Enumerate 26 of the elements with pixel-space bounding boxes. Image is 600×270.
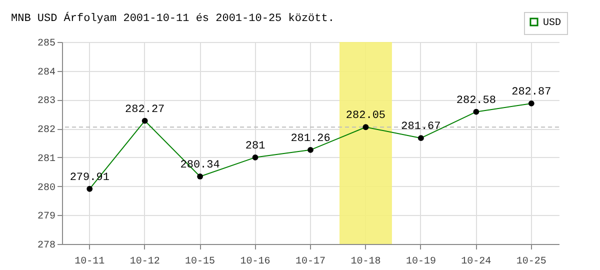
x-tick-label: 10-11 — [74, 256, 105, 268]
x-tick-label: 10-24 — [461, 256, 492, 268]
y-tick-label: 285 — [37, 38, 56, 50]
x-tick-label: 10-16 — [240, 256, 270, 268]
y-tick-label: 279 — [37, 212, 56, 223]
data-label: 282.58 — [456, 94, 496, 107]
y-tick-label: 281 — [37, 154, 56, 165]
x-tick-label: 10-19 — [406, 256, 436, 268]
y-tick-label: 280 — [37, 182, 56, 194]
x-tick-label: 10-18 — [350, 256, 381, 268]
data-label: 281.26 — [290, 132, 330, 145]
data-label: 281 — [245, 140, 266, 152]
data-label: 282.87 — [512, 86, 552, 98]
data-label: 282.05 — [346, 110, 386, 122]
data-label: 281.67 — [401, 121, 441, 134]
data-label: 282.27 — [125, 104, 165, 116]
y-tick-label: 284 — [37, 67, 56, 78]
x-tick-label: 10-17 — [295, 256, 326, 268]
y-tick-label: 283 — [37, 96, 56, 108]
x-tick-label: 10-12 — [130, 256, 160, 268]
x-tick-label: 10-15 — [185, 256, 216, 268]
x-tick-label: 10-25 — [516, 256, 546, 268]
y-tick-label: 282 — [37, 125, 56, 136]
legend-label: USD — [543, 18, 562, 29]
y-tick-label: 278 — [37, 240, 56, 252]
chart-title: MNB USD Árfolyam 2001-10-11 és 2001-10-25 között. — [10, 11, 334, 25]
